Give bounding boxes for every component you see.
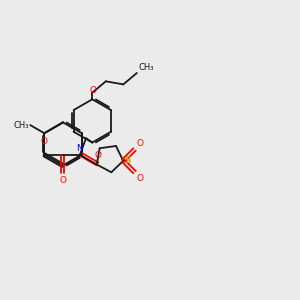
Text: O: O [136, 139, 143, 148]
Text: S: S [125, 156, 131, 165]
Text: O: O [136, 174, 143, 183]
Text: CH₃: CH₃ [138, 62, 154, 71]
Text: O: O [94, 152, 101, 160]
Text: CH₃: CH₃ [13, 121, 29, 130]
Text: O: O [41, 137, 48, 146]
Text: O: O [59, 176, 66, 184]
Text: O: O [90, 86, 97, 95]
Text: N: N [76, 144, 83, 153]
